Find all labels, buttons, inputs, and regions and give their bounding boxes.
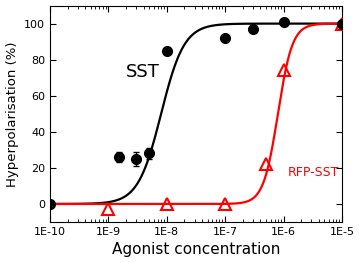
X-axis label: Agonist concentration: Agonist concentration [112,242,280,257]
Text: RFP-SST: RFP-SST [288,166,339,179]
Text: SST: SST [126,63,160,81]
Y-axis label: Hyperpolarisation (%): Hyperpolarisation (%) [5,41,19,186]
